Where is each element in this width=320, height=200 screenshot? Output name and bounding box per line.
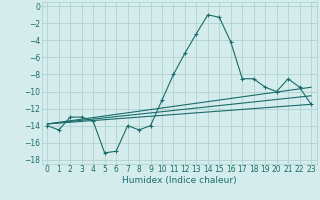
X-axis label: Humidex (Indice chaleur): Humidex (Indice chaleur) (122, 176, 236, 185)
